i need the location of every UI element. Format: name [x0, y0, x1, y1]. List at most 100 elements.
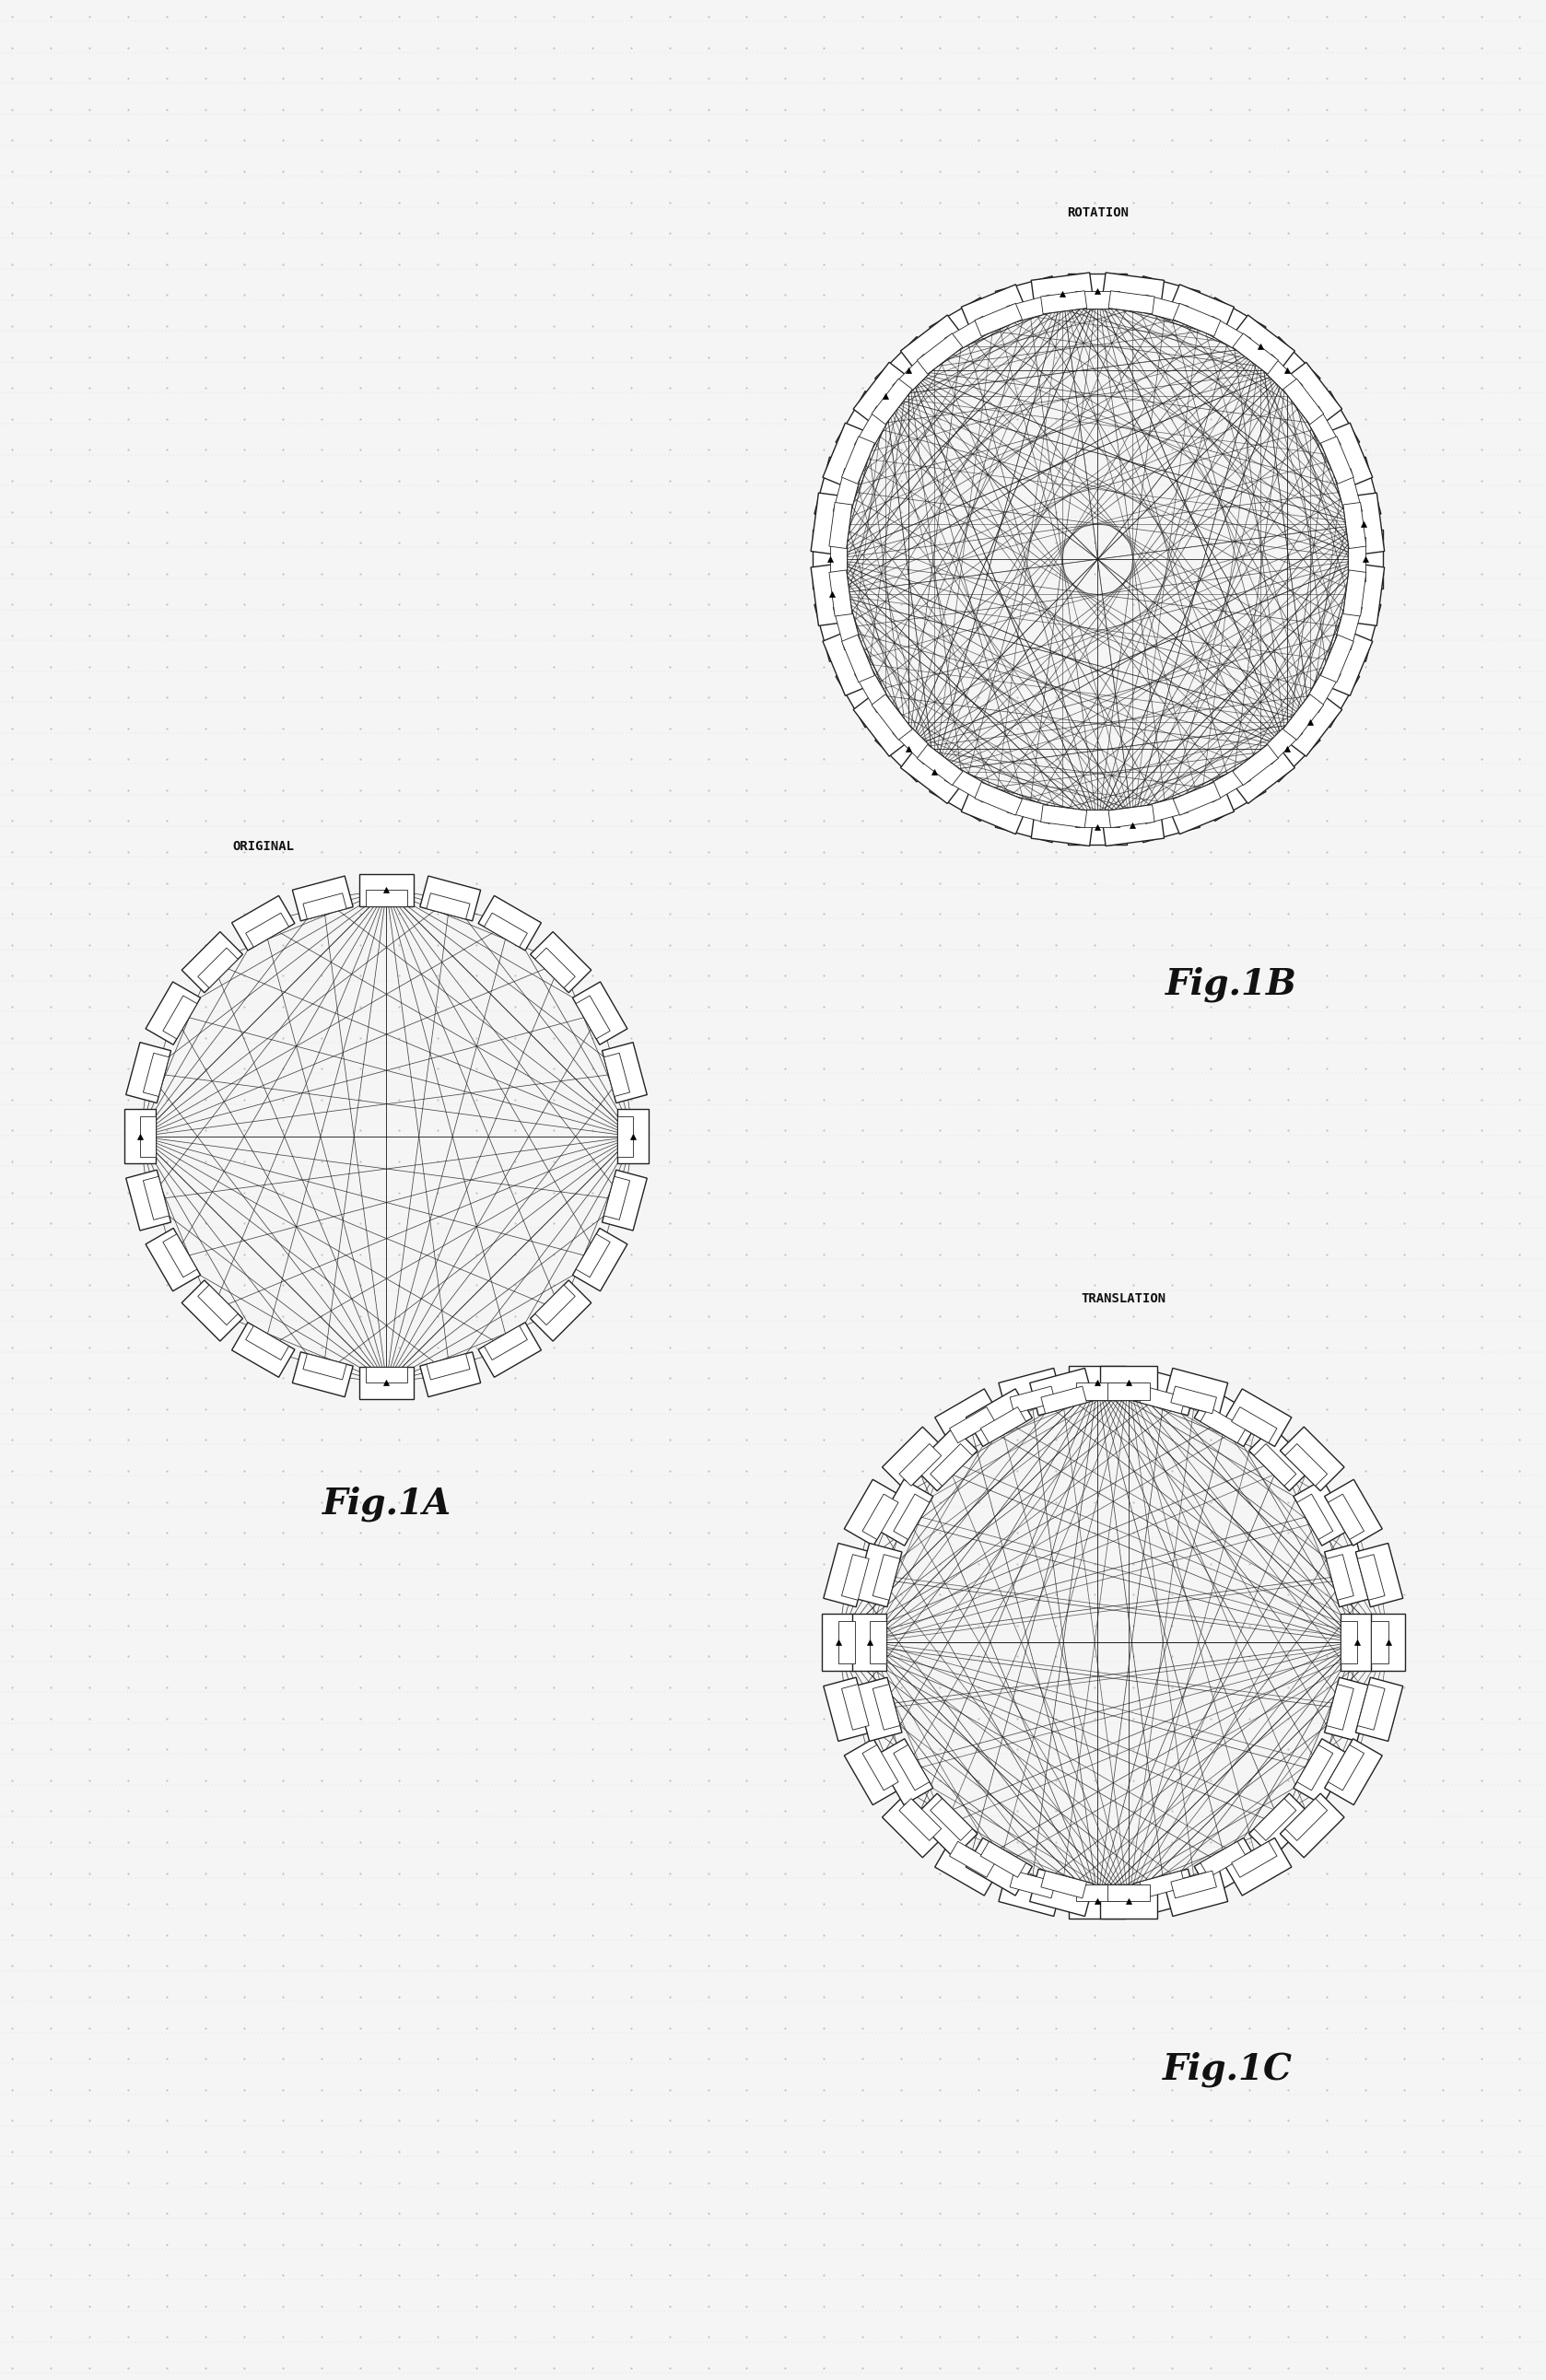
Point	[116, 307, 141, 345]
Point	[1353, 276, 1377, 314]
Point	[1005, 1916, 1030, 1954]
Point	[1044, 2163, 1068, 2202]
Point	[1198, 2287, 1223, 2325]
Point	[232, 1576, 257, 1614]
Point	[425, 1885, 450, 1923]
Point	[0, 1390, 25, 1428]
Bar	[863, 1495, 898, 1540]
Bar	[883, 1795, 946, 1859]
Point	[1160, 1823, 1184, 1861]
Bar	[1328, 1495, 1364, 1540]
Bar	[822, 424, 878, 490]
Point	[1121, 1637, 1146, 1676]
Point	[1160, 1173, 1184, 1211]
Point	[928, 1297, 952, 1335]
Bar	[1317, 628, 1373, 695]
Point	[0, 2349, 25, 2380]
Point	[1353, 740, 1377, 778]
Point	[155, 1204, 179, 1242]
Point	[1044, 2132, 1068, 2171]
Point	[1044, 1266, 1068, 1304]
Point	[1160, 1142, 1184, 1180]
Bar	[999, 1868, 1062, 1916]
Point	[0, 2318, 25, 2356]
Point	[657, 1792, 682, 1830]
Point	[966, 1978, 991, 2016]
Point	[155, 1297, 179, 1335]
Point	[1044, 2349, 1068, 2380]
Point	[773, 400, 798, 438]
Bar	[1279, 362, 1342, 431]
Point	[1160, 1730, 1184, 1768]
Bar	[484, 914, 527, 947]
Point	[1005, 1668, 1030, 1706]
Point	[1314, 1266, 1339, 1304]
Point	[850, 1297, 875, 1335]
Bar	[1279, 688, 1342, 757]
Point	[541, 1761, 566, 1799]
Point	[464, 400, 489, 438]
Point	[193, 60, 218, 98]
Bar	[892, 355, 937, 397]
Point	[580, 1637, 604, 1676]
Point	[657, 400, 682, 438]
Point	[1430, 616, 1455, 654]
Point	[1353, 1483, 1377, 1521]
Point	[773, 2163, 798, 2202]
Point	[773, 1854, 798, 1892]
Point	[580, 1173, 604, 1211]
Point	[966, 1885, 991, 1923]
Point	[618, 1885, 643, 1923]
Point	[541, 1483, 566, 1521]
Point	[541, 462, 566, 500]
Point	[271, 369, 295, 407]
Point	[889, 1606, 914, 1645]
Point	[541, 1606, 566, 1645]
Point	[232, 1978, 257, 2016]
Point	[928, 524, 952, 562]
Point	[928, 771, 952, 809]
Point	[1314, 1328, 1339, 1366]
Point	[618, 121, 643, 159]
Point	[966, 678, 991, 716]
Point	[657, 2256, 682, 2294]
Point	[966, 1576, 991, 1614]
Point	[1160, 214, 1184, 252]
Point	[1430, 1885, 1455, 1923]
Point	[1121, 2009, 1146, 2047]
Point	[580, 2318, 604, 2356]
Point	[541, 740, 566, 778]
Point	[1430, 585, 1455, 624]
Point	[464, 462, 489, 500]
Point	[193, 338, 218, 376]
Point	[812, 2009, 836, 2047]
Point	[850, 2318, 875, 2356]
Point	[0, 1792, 25, 1830]
Point	[348, 493, 373, 531]
Point	[541, 585, 566, 624]
Point	[155, 988, 179, 1026]
Point	[657, 2225, 682, 2263]
Point	[1237, 214, 1262, 252]
Point	[1391, 338, 1416, 376]
Point	[271, 1668, 295, 1706]
Point	[271, 2318, 295, 2356]
Bar	[1164, 1368, 1228, 1416]
Point	[1430, 1173, 1455, 1211]
Point	[734, 1235, 759, 1273]
Point	[39, 709, 63, 747]
Bar	[931, 1799, 972, 1840]
Point	[155, 462, 179, 500]
Point	[1353, 1885, 1377, 1923]
Point	[1044, 1050, 1068, 1088]
Point	[1507, 1483, 1532, 1521]
Point	[1005, 2194, 1030, 2232]
Point	[155, 585, 179, 624]
Point	[1469, 1483, 1493, 1521]
Point	[889, 709, 914, 747]
Point	[464, 2256, 489, 2294]
Point	[773, 2040, 798, 2078]
Point	[348, 616, 373, 654]
Point	[193, 957, 218, 995]
Point	[1469, 771, 1493, 809]
